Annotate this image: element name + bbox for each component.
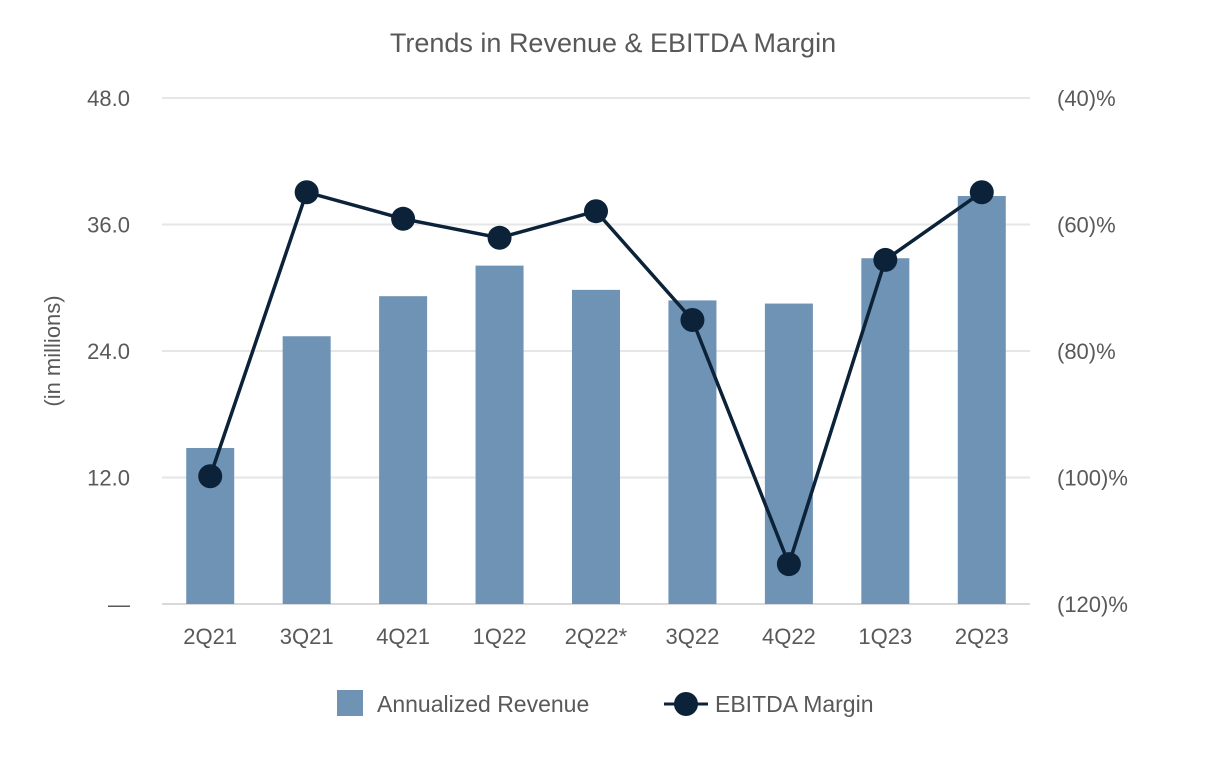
y-left-tick-label: 48.0 — [87, 86, 130, 111]
y-left-tick-label: 36.0 — [87, 213, 130, 238]
y-right-tick-label: (60)% — [1057, 213, 1116, 238]
ebitda-margin-point — [294, 180, 319, 205]
y-right-tick-label: (120)% — [1057, 592, 1128, 617]
y-axis-label: (in millions) — [40, 295, 65, 406]
ebitda-margin-point — [198, 464, 223, 489]
x-tick-label: 2Q23 — [955, 624, 1009, 649]
legend-ebitda-label: EBITDA Margin — [715, 691, 874, 717]
revenue-bar — [475, 265, 524, 604]
x-tick-label: 2Q21 — [183, 624, 237, 649]
x-tick-label: 4Q22 — [762, 624, 816, 649]
ebitda-margin-point — [873, 247, 898, 272]
legend-revenue-label: Annualized Revenue — [377, 691, 589, 717]
revenue-bar — [379, 296, 428, 604]
legend-ebitda-marker — [674, 692, 698, 716]
y-left-tick-label: — — [108, 592, 130, 617]
revenue-bar — [957, 196, 1006, 604]
x-tick-label: 1Q23 — [858, 624, 912, 649]
legend-revenue-swatch — [337, 690, 363, 716]
revenue-bar — [572, 289, 620, 604]
x-tick-label: 1Q22 — [473, 624, 527, 649]
y-left-tick-label: 12.0 — [87, 466, 130, 491]
legend: Annualized Revenue EBITDA Margin — [337, 690, 874, 717]
ebitda-margin-point — [584, 199, 608, 224]
y-right-tick-label: (100)% — [1057, 466, 1128, 491]
revenue-bar — [668, 300, 717, 604]
revenue-bar — [282, 336, 331, 604]
y-left-tick-label: 24.0 — [87, 339, 130, 364]
y-right-tick-label: (80)% — [1057, 339, 1116, 364]
x-tick-label: 3Q21 — [280, 624, 334, 649]
ebitda-margin-point — [680, 308, 705, 333]
ebitda-margin-point — [969, 180, 994, 205]
chart-title: Trends in Revenue & EBITDA Margin — [390, 28, 836, 58]
x-tick-label: 3Q22 — [666, 624, 720, 649]
x-tick-label: 2Q22* — [565, 624, 628, 649]
x-tick-label: 4Q21 — [376, 624, 430, 649]
ebitda-margin-point — [487, 225, 512, 250]
ebitda-margin-point — [391, 206, 416, 231]
ebitda-margin-point — [776, 552, 801, 577]
y-right-tick-label: (40)% — [1057, 86, 1116, 111]
